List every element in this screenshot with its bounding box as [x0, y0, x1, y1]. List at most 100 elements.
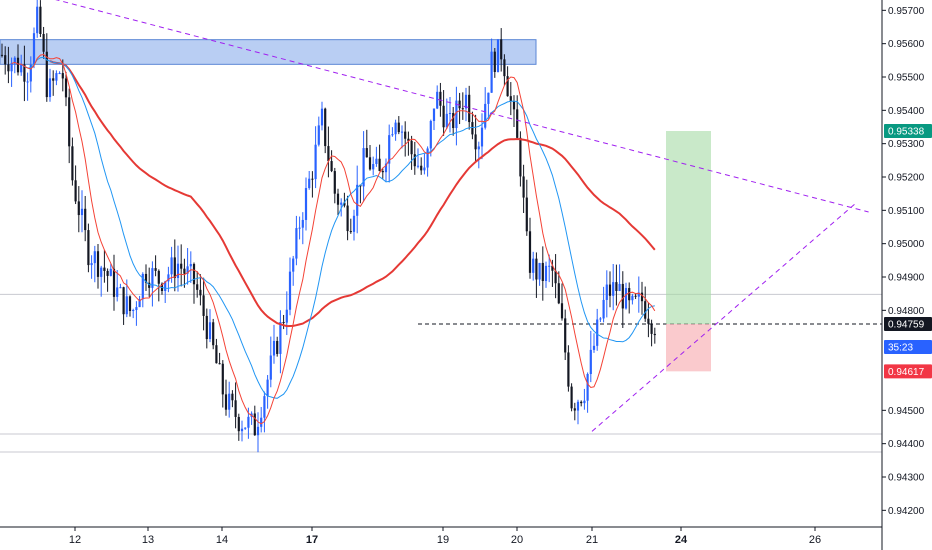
candle-body: [490, 51, 493, 93]
candle-body: [509, 96, 512, 102]
candle-body: [176, 263, 180, 279]
price-axis[interactable]: 0.95700 0.95600 0.95500 0.95400 0.95300 0.952…: [881, 0, 932, 550]
candle-body: [576, 401, 580, 411]
candle-body: [608, 284, 612, 296]
candle-body: [544, 265, 548, 282]
candle-body: [64, 78, 68, 98]
descending-resistance-trendline: [55, 0, 869, 213]
candle-body: [87, 230, 90, 266]
candle-body: [103, 267, 106, 271]
candle-body: [388, 135, 391, 164]
candle-body: [128, 296, 132, 311]
price-badge: [884, 317, 932, 331]
candle-body: [55, 73, 58, 81]
candle-body: [16, 57, 20, 73]
candle-body: [477, 146, 480, 150]
price-tick-label: 0.95700: [888, 6, 925, 17]
candle-body: [173, 257, 176, 279]
price-tick-label: 0.94500: [888, 406, 925, 417]
medium-moving-average: [20, 56, 655, 399]
candle-body: [336, 193, 340, 205]
candle-body: [272, 340, 276, 356]
candle-body: [167, 274, 170, 282]
candle-body: [228, 393, 231, 410]
time-axis[interactable]: 12 13 14 17 19 20 21 24 26: [0, 526, 882, 546]
candle-body: [506, 76, 509, 97]
candle-body: [77, 201, 80, 216]
candle-body: [23, 64, 26, 82]
candle-body: [570, 386, 573, 409]
candle-body: [269, 355, 272, 380]
candle-body: [592, 345, 596, 350]
horizontal-levels-layer: [0, 293, 882, 453]
candle-body: [330, 161, 333, 172]
candle-body: [439, 91, 442, 106]
candle-body: [624, 288, 628, 309]
price-badge: [884, 340, 932, 354]
candle-body: [186, 266, 189, 274]
candle-body: [308, 178, 311, 189]
candle-body: [560, 303, 564, 319]
price-tick-label: 0.95600: [888, 39, 925, 50]
trendlines-layer: [55, 0, 869, 432]
candle-body: [119, 287, 122, 289]
long-position-tool[interactable]: [666, 131, 711, 372]
candle-body: [429, 120, 432, 149]
candle-body: [218, 363, 221, 365]
candle-body: [356, 184, 359, 216]
candle-body: [221, 363, 224, 395]
price-tick-label: 0.95400: [888, 106, 925, 117]
candle-body: [480, 127, 484, 147]
candle-body: [205, 315, 208, 340]
candle-body: [247, 416, 250, 428]
candle-body: [295, 228, 298, 259]
candle-body: [122, 287, 125, 315]
candle-body: [164, 281, 167, 291]
candle-body: [352, 215, 356, 232]
candle-body: [493, 51, 496, 72]
candle-body: [500, 39, 503, 60]
candle-body: [132, 310, 135, 312]
candle-body: [36, 6, 39, 34]
price-tick-label: 0.94400: [888, 439, 925, 450]
candle-body: [554, 270, 557, 284]
candle-body: [93, 251, 96, 264]
candle-body: [407, 138, 410, 141]
candle-body: [596, 319, 599, 346]
price-badge-label: 0.94759: [888, 320, 925, 331]
fast-moving-average: [11, 53, 656, 425]
candle-body: [644, 301, 647, 319]
candle-body: [362, 148, 365, 187]
candle-body: [426, 148, 429, 168]
date-tick-label: 26: [809, 534, 821, 546]
candle-body: [525, 197, 528, 232]
candle-body: [567, 352, 570, 387]
candle-body: [631, 295, 634, 301]
candle-body: [551, 265, 554, 271]
candle-body: [340, 202, 343, 205]
price-badge-label: 0.94617: [888, 367, 925, 378]
resistance-zone: [0, 39, 537, 65]
candle-body: [263, 396, 266, 418]
candle-body: [580, 401, 583, 404]
candle-body: [452, 113, 455, 129]
candle-body: [346, 205, 349, 232]
candle-body: [487, 92, 490, 104]
candle-body: [71, 146, 74, 181]
candle-body: [573, 408, 576, 411]
candle-body: [29, 64, 32, 82]
candle-body: [400, 131, 404, 133]
slow-moving-average: [49, 60, 656, 328]
candle-body: [304, 188, 308, 220]
candle-body: [468, 94, 471, 123]
candle-body: [0, 54, 4, 56]
candle-body: [157, 270, 160, 284]
price-tick-label: 0.94200: [888, 506, 925, 517]
profit-target-zone: [666, 131, 711, 324]
candle-body: [231, 393, 234, 401]
candle-body: [189, 264, 192, 267]
candle-body: [541, 262, 544, 282]
candle-body: [192, 264, 196, 285]
candle-body: [394, 122, 397, 135]
